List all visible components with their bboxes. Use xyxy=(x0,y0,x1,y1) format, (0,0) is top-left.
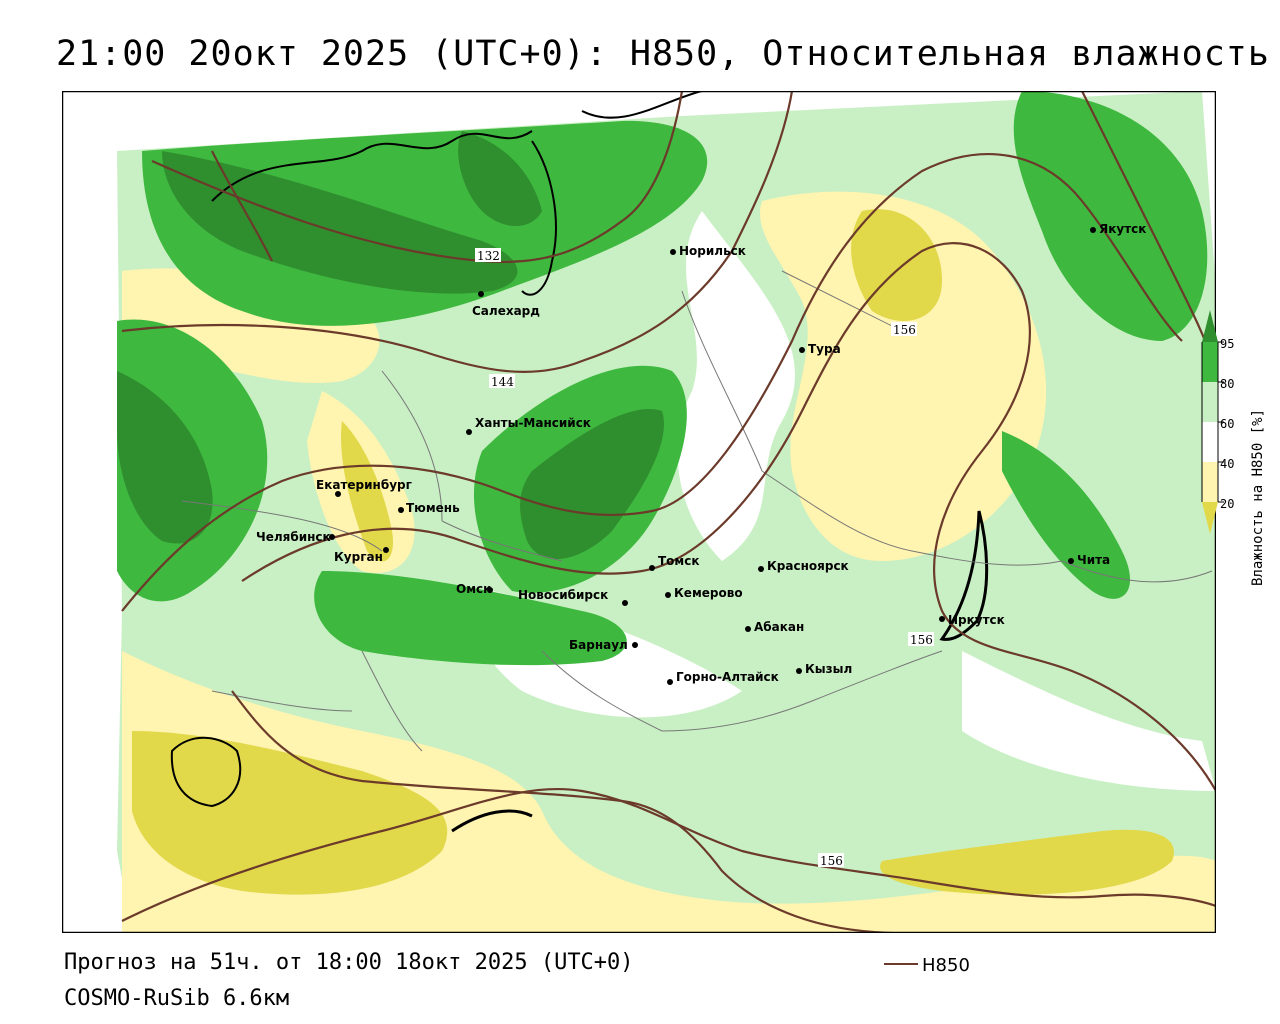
colorbar-bin-40 xyxy=(1202,462,1218,502)
city-tyumen: Тюмень xyxy=(398,501,460,515)
humidity-field-green-mid-4 xyxy=(314,571,627,666)
humidity-field-green-dark-3 xyxy=(520,409,664,560)
svg-text:Екатеринбург: Екатеринбург xyxy=(316,478,412,492)
svg-text:156: 156 xyxy=(893,323,916,337)
map-title: 21:00 20окт 2025 (UTC+0): H850, Относите… xyxy=(56,34,1270,74)
svg-text:Норильск: Норильск xyxy=(679,244,746,258)
isoline-164 xyxy=(241,242,1216,792)
coastline-arctic xyxy=(211,91,703,202)
svg-text:156: 156 xyxy=(820,854,843,868)
isoline-legend: H850 xyxy=(884,952,1004,980)
isoline-132 xyxy=(151,91,684,264)
humidity-field-yellow-light-1 xyxy=(760,191,1047,561)
colorbar-bin-80 xyxy=(1202,382,1218,422)
city-krasnoyarsk: Красноярск xyxy=(758,559,849,573)
svg-text:Тюмень: Тюмень xyxy=(406,501,460,515)
svg-text:Красноярск: Красноярск xyxy=(767,559,849,573)
humidity-field-yellow-dark-3 xyxy=(880,829,1174,895)
isoline-168 xyxy=(231,690,893,933)
city-norilsk: Норильск xyxy=(670,244,746,258)
isoline-west xyxy=(211,150,273,262)
lake-balkhash xyxy=(451,809,533,833)
colorbar-tick-40: 40 xyxy=(1220,457,1234,471)
city-ekaterinburg: Екатеринбург xyxy=(316,478,412,497)
isoline-label: 132 xyxy=(475,248,501,263)
svg-text:Курган: Курган xyxy=(334,550,383,564)
lake-baikal xyxy=(939,510,989,641)
city-kemerovo: Кемерово xyxy=(665,586,743,600)
svg-text:Абакан: Абакан xyxy=(754,620,804,634)
weather-map: 132 144 156 156 156 Якутск Норильск Сале… xyxy=(62,91,1216,933)
coastline-aral xyxy=(170,736,242,808)
city-omsk: Омск xyxy=(456,582,493,596)
humidity-field-white-3 xyxy=(962,651,1216,791)
forecast-info: Прогноз на 51ч. от 18:00 18окт 2025 (UTC… xyxy=(64,950,634,975)
isoline-label: 144 xyxy=(489,374,515,389)
city-chelyabinsk: Челябинск xyxy=(256,530,335,544)
colorbar-bin-95 xyxy=(1202,342,1218,382)
humidity-field-green-mid-6 xyxy=(1002,431,1131,599)
colorbar-tick-20: 20 xyxy=(1220,497,1234,511)
city-tomsk: Томск xyxy=(649,554,700,571)
svg-text:Горно-Алтайск: Горно-Алтайск xyxy=(676,670,779,684)
isoline-156-south xyxy=(121,787,1216,922)
colorbar-top-arrow xyxy=(1202,310,1218,342)
admin-borders xyxy=(181,270,1213,752)
humidity-field-green-mid-5 xyxy=(1013,91,1208,341)
colorbar-bin-60 xyxy=(1202,422,1218,462)
svg-text:144: 144 xyxy=(491,375,514,389)
city-kurgan: Курган xyxy=(334,547,389,564)
city-chita: Чита xyxy=(1068,553,1110,567)
svg-text:Салехард: Салехард xyxy=(472,304,540,318)
isoline-legend-label: H850 xyxy=(922,955,970,976)
colorbar-tick-60: 60 xyxy=(1220,417,1234,431)
svg-text:Кемерово: Кемерово xyxy=(674,586,743,600)
svg-text:Новосибирск: Новосибирск xyxy=(518,588,608,602)
city-gorno-altaysk: Горно-Алтайск xyxy=(667,670,779,685)
svg-text:156: 156 xyxy=(910,633,933,647)
coastline-yamal xyxy=(521,140,557,296)
city-khanty-mansiysk: Ханты-Мансийск xyxy=(466,416,591,435)
svg-text:Якутск: Якутск xyxy=(1099,222,1146,236)
colorbar-tick-80: 80 xyxy=(1220,377,1234,391)
svg-text:Чита: Чита xyxy=(1077,553,1110,567)
humidity-field-green-dark-2 xyxy=(117,371,213,544)
svg-text:Иркутск: Иркутск xyxy=(948,613,1005,627)
svg-text:Омск: Омск xyxy=(456,582,491,596)
svg-text:Томск: Томск xyxy=(658,554,700,568)
humidity-field-green-dark-1 xyxy=(162,151,518,294)
colorbar-tick-95: 95 xyxy=(1220,337,1234,351)
colorbar-title: Влажность на H850 [%] xyxy=(1250,409,1266,586)
city-salekhard: Салехард xyxy=(472,291,540,318)
svg-text:Ханты-Мансийск: Ханты-Мансийск xyxy=(475,416,591,430)
city-abakan: Абакан xyxy=(745,620,804,634)
isoline-144 xyxy=(121,91,794,374)
city-kyzyl: Кызыл xyxy=(796,662,852,676)
city-tura: Тура xyxy=(799,342,841,356)
isoline-label: 156 xyxy=(818,853,844,868)
model-name: COSMO-RuSib 6.6км xyxy=(64,986,290,1011)
svg-text:Челябинск: Челябинск xyxy=(256,530,331,544)
humidity-colorbar: 95 80 60 40 20 Влажность на H850 [%] xyxy=(1201,310,1266,586)
humidity-field-yellow-dark-4 xyxy=(341,421,393,562)
colorbar-bottom-arrow xyxy=(1202,502,1218,534)
city-irkutsk: Иркутск xyxy=(939,613,1005,627)
isoline-label: 156 xyxy=(891,322,917,337)
isoline-156-north xyxy=(121,153,1183,612)
svg-text:Тура: Тура xyxy=(808,342,841,356)
svg-text:132: 132 xyxy=(477,249,500,263)
city-barnaul: Барнаул xyxy=(569,638,638,652)
humidity-field-green-dark-4 xyxy=(458,131,542,226)
city-yakutsk: Якутск xyxy=(1090,222,1146,236)
isoline-label: 156 xyxy=(908,632,934,647)
humidity-field-yellow-dark-1 xyxy=(132,731,448,895)
city-novosibirsk: Новосибирск xyxy=(518,588,628,606)
svg-text:Кызыл: Кызыл xyxy=(805,662,852,676)
svg-text:Барнаул: Барнаул xyxy=(569,638,628,652)
